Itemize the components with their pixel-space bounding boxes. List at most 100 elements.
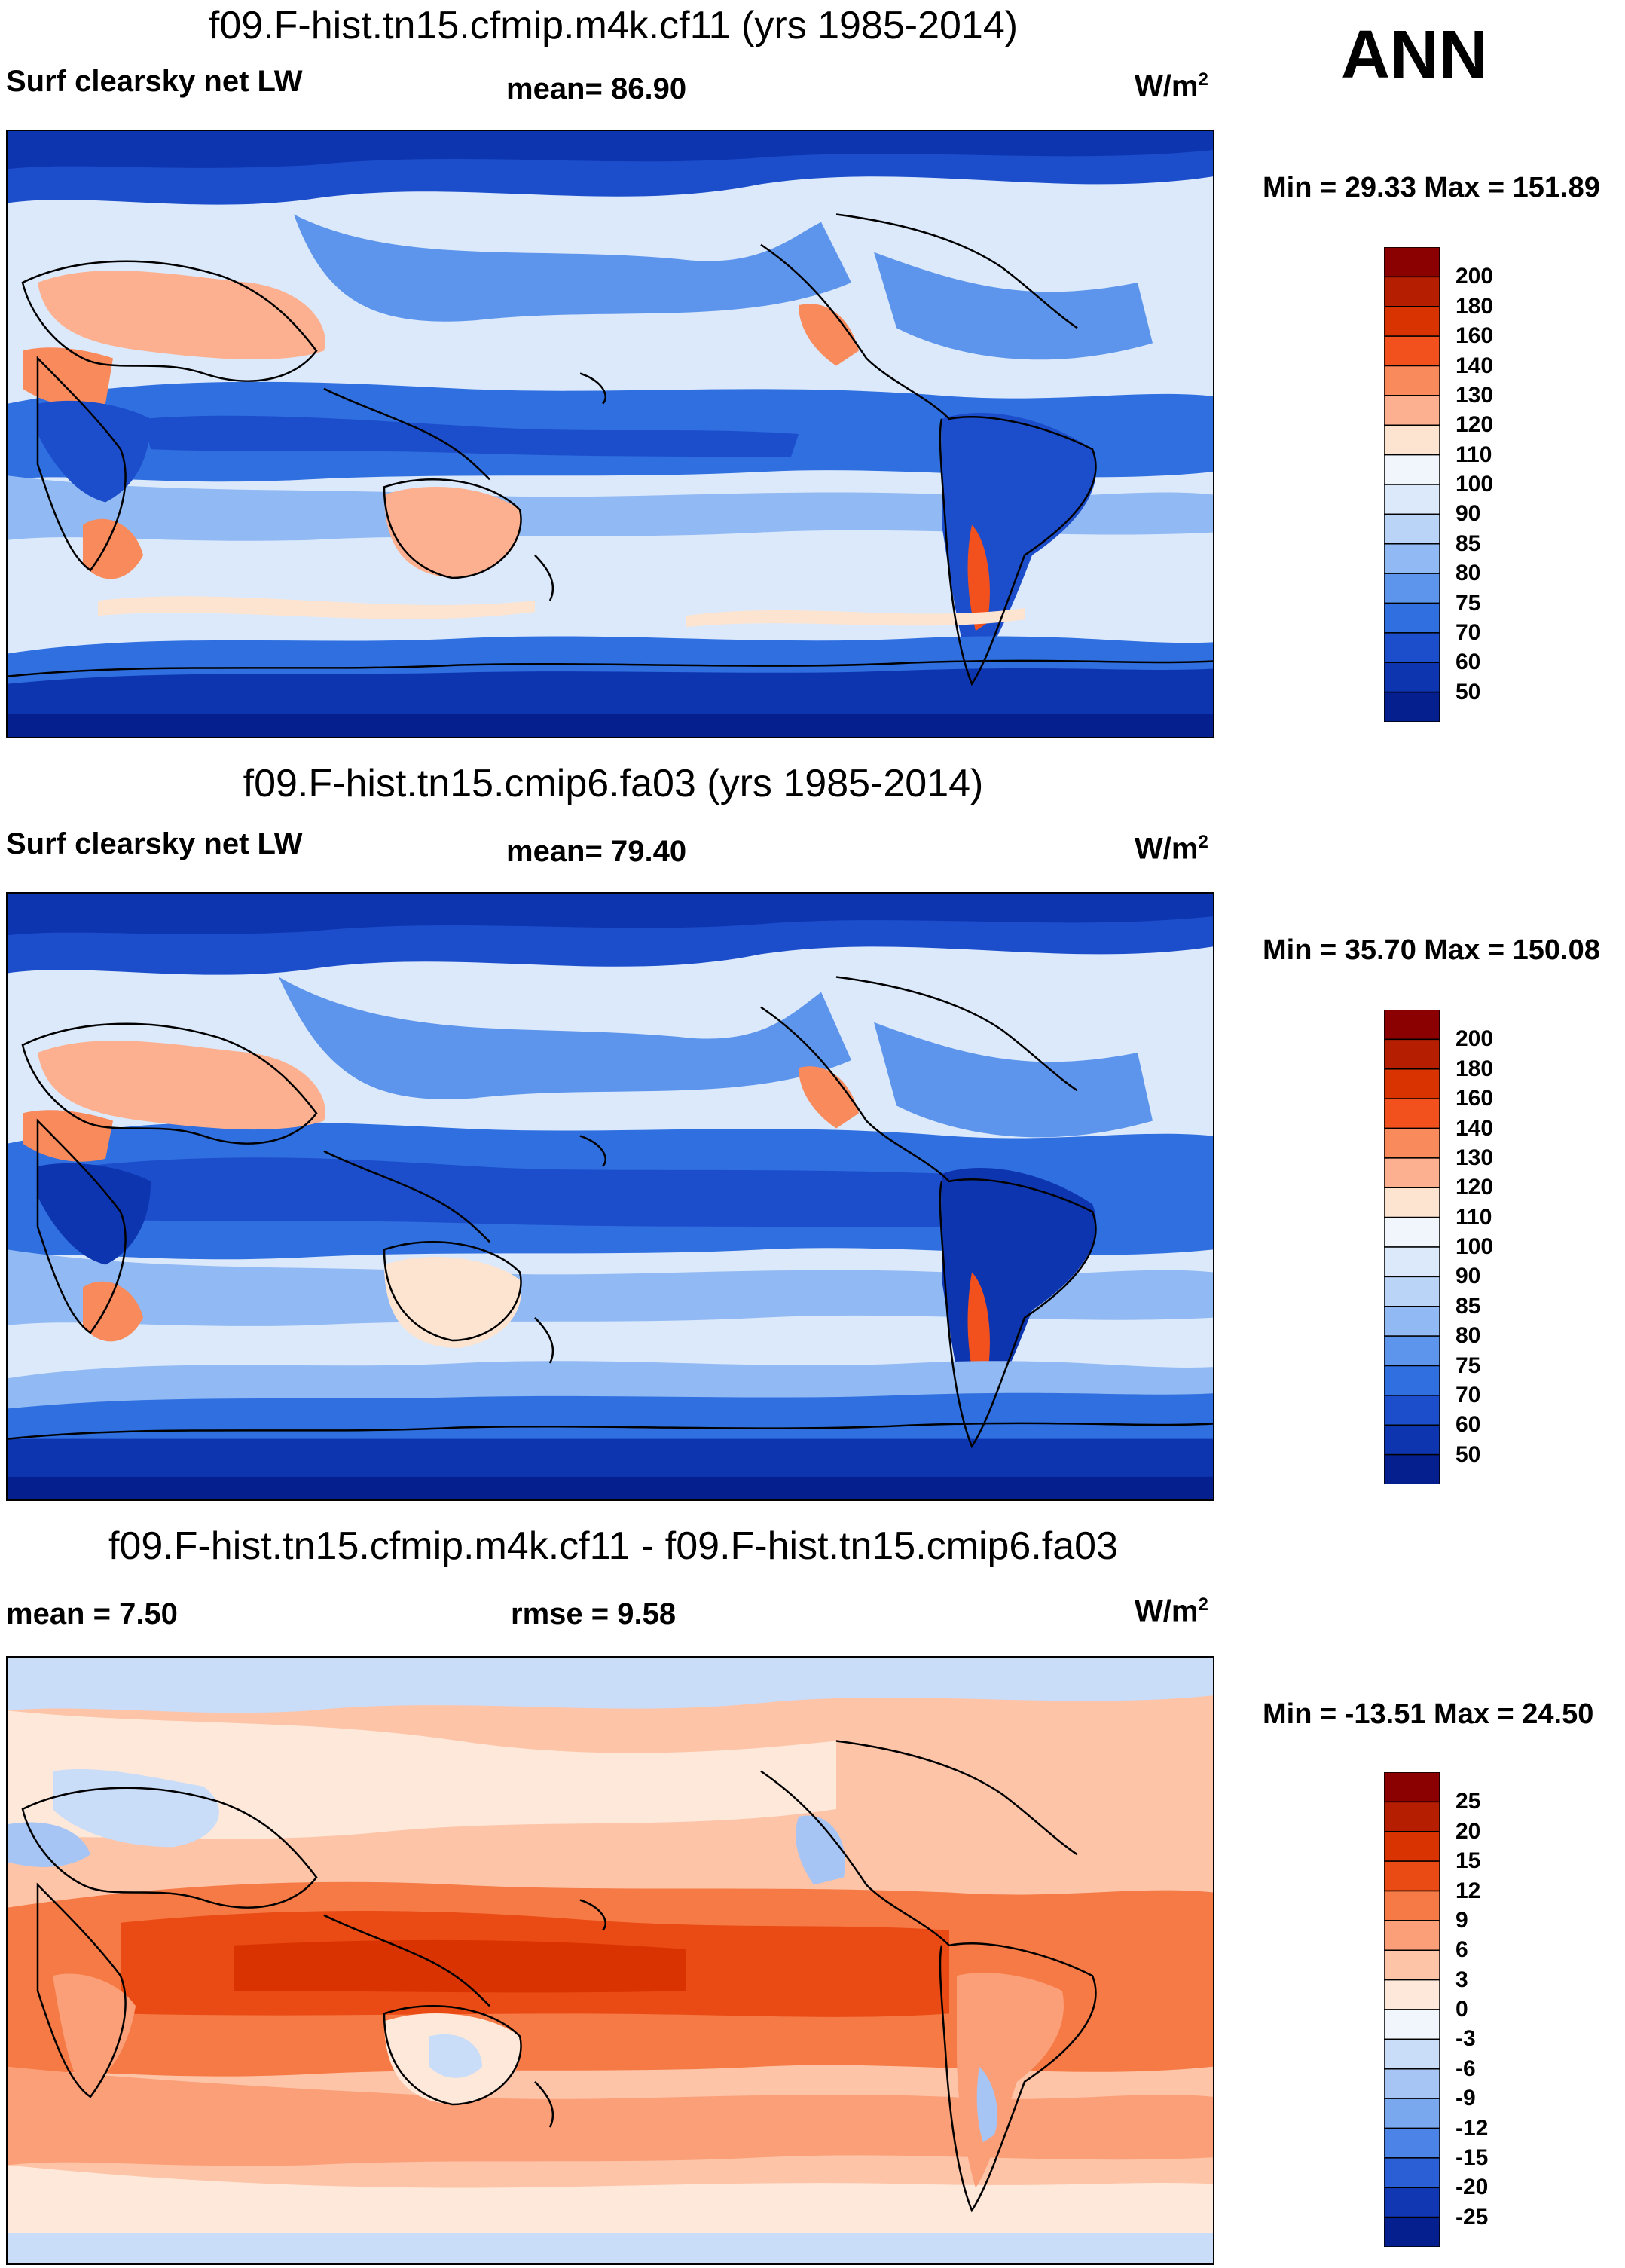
panel-3-title: f09.F-hist.tn15.cfmip.m4k.cf11 - f09.F-h…	[108, 1524, 1119, 1568]
panel-1-title: f09.F-hist.tn15.cfmip.m4k.cf11 (yrs 1985…	[208, 4, 1019, 47]
colorbar-swatch	[1384, 424, 1440, 456]
colorbar-swatch	[1384, 247, 1440, 278]
colorbar-tick-label: -15	[1455, 2144, 1489, 2170]
colorbar-swatch	[1384, 1365, 1440, 1396]
colorbar-tick-label: 160	[1455, 323, 1494, 349]
colorbar-tick-label: 3	[1455, 1967, 1468, 1992]
colorbar-tick-label: 60	[1455, 650, 1481, 675]
colorbar-tick-label: 25	[1455, 1789, 1481, 1814]
colorbar-tick-label: -3	[1455, 2026, 1476, 2052]
colorbar-tick-label: 0	[1455, 1997, 1468, 2022]
panel-1-units: W/m2	[1135, 69, 1208, 103]
colorbar-swatch	[1384, 1038, 1440, 1070]
colorbar-tick-label: 140	[1455, 1115, 1494, 1141]
colorbar-swatch	[1384, 2038, 1440, 2070]
colorbar-tick-label: 80	[1455, 1323, 1481, 1349]
colorbar-tick-label: 180	[1455, 293, 1494, 319]
colorbar-swatch	[1384, 1453, 1440, 1484]
colorbar-swatch	[1384, 2068, 1440, 2099]
colorbar-swatch	[1384, 602, 1440, 634]
panel-3-map-svg	[8, 1658, 1213, 2263]
colorbar-swatch	[1384, 1890, 1440, 1921]
colorbar-swatch	[1384, 1276, 1440, 1307]
colorbar-swatch	[1384, 662, 1440, 693]
colorbar-tick-label: 75	[1455, 590, 1481, 616]
panel-1-map	[6, 130, 1214, 738]
panel-3-map	[6, 1656, 1214, 2265]
colorbar-tick-label: 120	[1455, 1175, 1494, 1200]
colorbar-tick-label: 70	[1455, 1382, 1481, 1408]
colorbar-tick-label: 9	[1455, 1907, 1468, 1933]
panel-1-colorbar	[1384, 247, 1440, 722]
colorbar-swatch	[1384, 276, 1440, 307]
colorbar-swatch	[1384, 1424, 1440, 1456]
colorbar-swatch	[1384, 1306, 1440, 1337]
panel-1-map-svg	[8, 131, 1213, 737]
colorbar-swatch	[1384, 1068, 1440, 1099]
colorbar-swatch	[1384, 306, 1440, 337]
panel-2-minmax: Min = 35.70 Max = 150.08	[1263, 934, 1600, 966]
panel-3-colorbar	[1384, 1772, 1440, 2247]
colorbar-swatch	[1384, 2009, 1440, 2040]
panel-2-units: W/m2	[1135, 832, 1208, 866]
colorbar-swatch	[1384, 395, 1440, 426]
colorbar-tick-label: -20	[1455, 2175, 1489, 2200]
colorbar-swatch	[1384, 2098, 1440, 2129]
colorbar-swatch	[1384, 573, 1440, 604]
colorbar-swatch	[1384, 1395, 1440, 1426]
colorbar-tick-label: 15	[1455, 1848, 1481, 1874]
colorbar-swatch	[1384, 513, 1440, 545]
season-label: ANN	[1341, 17, 1488, 93]
colorbar-tick-label: 85	[1455, 530, 1481, 556]
colorbar-swatch	[1384, 1979, 1440, 2010]
colorbar-tick-label: 50	[1455, 1441, 1481, 1467]
colorbar-swatch	[1384, 1335, 1440, 1367]
panel-2-map	[6, 892, 1214, 1501]
colorbar-tick-label: 100	[1455, 1234, 1494, 1259]
colorbar-swatch	[1384, 2157, 1440, 2188]
panel-2-colorbar	[1384, 1010, 1440, 1484]
colorbar-swatch	[1384, 2187, 1440, 2218]
colorbar-swatch	[1384, 1246, 1440, 1278]
panel-1-colorbar-svg	[1384, 247, 1440, 722]
colorbar-swatch	[1384, 1860, 1440, 1892]
colorbar-swatch	[1384, 1098, 1440, 1129]
colorbar-tick-label: 90	[1455, 501, 1481, 527]
panel-1-variable-label: Surf clearsky net LW	[6, 65, 303, 98]
panel-3-rmse-label: rmse = 9.58	[511, 1597, 677, 1631]
colorbar-tick-label: 160	[1455, 1086, 1494, 1111]
colorbar-tick-label: 110	[1455, 1204, 1492, 1230]
colorbar-swatch	[1384, 1949, 1440, 1981]
colorbar-swatch	[1384, 1801, 1440, 1832]
colorbar-tick-label: 6	[1455, 1937, 1468, 1963]
colorbar-tick-label: -12	[1455, 2115, 1489, 2141]
colorbar-swatch	[1384, 632, 1440, 663]
colorbar-tick-label: 130	[1455, 382, 1494, 408]
colorbar-tick-label: 85	[1455, 1293, 1481, 1319]
panel-2-colorbar-svg	[1384, 1010, 1440, 1484]
colorbar-tick-label: 140	[1455, 353, 1494, 378]
colorbar-swatch	[1384, 1216, 1440, 1248]
colorbar-tick-label: 200	[1455, 1026, 1494, 1052]
colorbar-tick-label: 75	[1455, 1353, 1481, 1378]
panel-3-units: W/m2	[1135, 1594, 1208, 1628]
colorbar-tick-label: -9	[1455, 2086, 1476, 2111]
colorbar-swatch	[1384, 1772, 1440, 1803]
colorbar-tick-label: 80	[1455, 561, 1481, 586]
panel-2-title: f09.F-hist.tn15.cmip6.fa03 (yrs 1985-201…	[243, 762, 984, 805]
colorbar-swatch	[1384, 543, 1440, 574]
colorbar-tick-label: 200	[1455, 264, 1494, 289]
colorbar-swatch	[1384, 1187, 1440, 1218]
panel-1-mean-label: mean= 86.90	[506, 72, 687, 105]
colorbar-swatch	[1384, 2216, 1440, 2247]
colorbar-tick-label: 70	[1455, 619, 1481, 645]
panel-2-map-svg	[8, 894, 1213, 1499]
colorbar-swatch	[1384, 1831, 1440, 1862]
colorbar-swatch	[1384, 335, 1440, 367]
colorbar-swatch	[1384, 484, 1440, 515]
colorbar-tick-label: -6	[1455, 2056, 1476, 2081]
colorbar-swatch	[1384, 1010, 1440, 1041]
panel-2-variable-label: Surf clearsky net LW	[6, 827, 303, 860]
colorbar-tick-label: 110	[1455, 442, 1492, 467]
colorbar-tick-label: 50	[1455, 679, 1481, 705]
